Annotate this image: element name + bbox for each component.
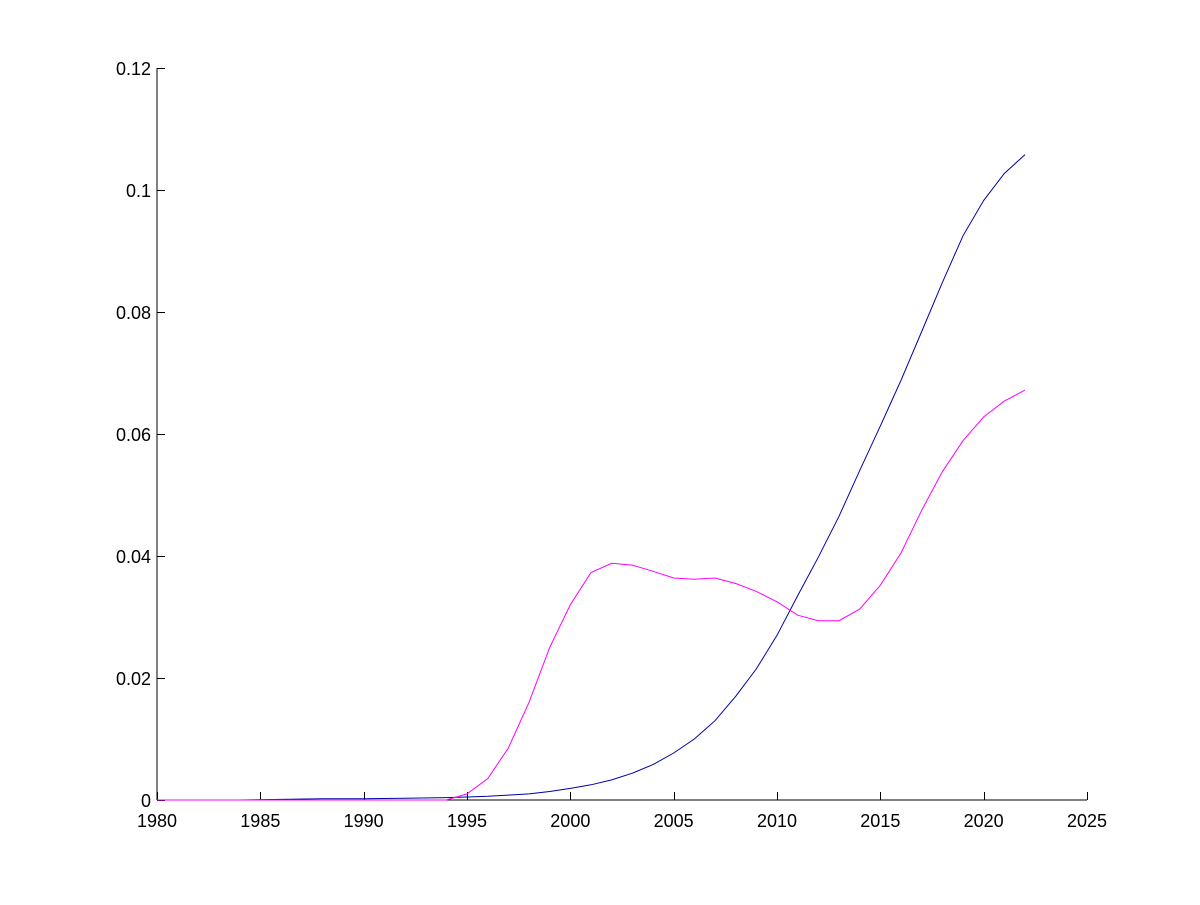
x-tick-label: 2010 [757,811,797,831]
y-tick-label: 0.12 [116,59,151,79]
x-tick-label: 2020 [964,811,1004,831]
x-tick-label: 1980 [137,811,177,831]
y-tick-label: 0.06 [116,425,151,445]
axes: 1980 1985 1990 1995 2000 2005 2010 2015 2020 2025… [116,59,1107,831]
x-tick-label: 1990 [344,811,384,831]
y-tick-label: 0.04 [116,547,151,567]
x-tick-label: 1985 [240,811,280,831]
x-tick-label: 2005 [654,811,694,831]
series-line-2 [157,389,1026,801]
plot-series [157,154,1026,801]
x-tick-label: 2015 [860,811,900,831]
y-tick-label: 0.02 [116,669,151,689]
x-tick-label: 2025 [1067,811,1107,831]
y-tick-label: 0.08 [116,303,151,323]
y-tick-label: 0 [141,791,151,811]
x-tick-label: 1995 [447,811,487,831]
y-tick-label: 0.1 [126,181,151,201]
series-line-1 [157,154,1026,801]
x-tick-label: 2000 [550,811,590,831]
